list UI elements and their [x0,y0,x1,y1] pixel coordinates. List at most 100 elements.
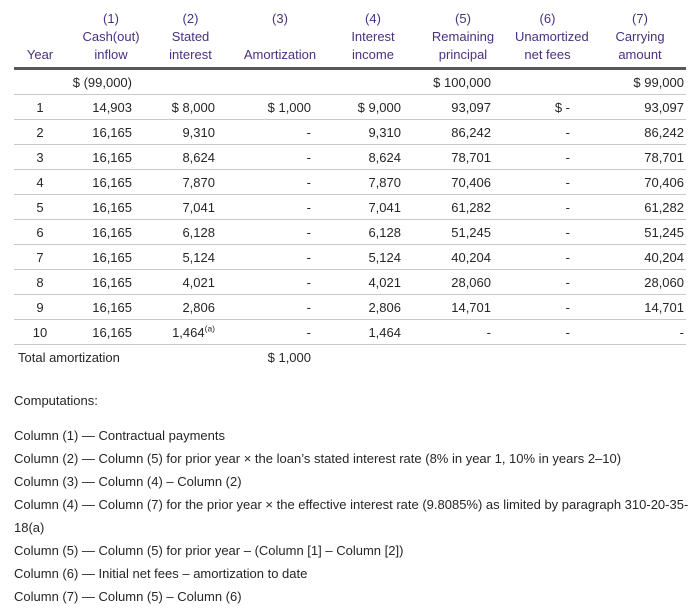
table-row-total: Total amortization $ 1,000 [14,345,686,370]
total-amortization-value: $ 1,000 [267,350,311,365]
computation-line-4: Column (4) — Column (7) for the prior ye… [14,497,689,535]
cell-col4: $ 9,000 [357,100,401,115]
table-row-year-4: 4 16,165 7,870 - 7,870 70,406 - 70,406 [14,170,686,195]
cell-col6: - [565,125,570,140]
cell-col5: 51,245 [451,225,491,240]
cell-col7: $ 99,000 [633,75,684,90]
computation-line-7: Column (7) — Column (5) – Column (6) [14,589,242,604]
cell-col3: - [306,250,311,265]
cell-col5: 78,701 [451,150,491,165]
table-row-year-2: 2 16,165 9,310 - 9,310 86,242 - 86,242 [14,120,686,145]
cell-col6: - [565,150,570,165]
cell-col1: $ (99,000) [72,75,132,90]
cell-col4: 8,624 [368,150,401,165]
column-header-col5: (5) Remaining principal [431,11,495,62]
column-header-year: Year [26,47,54,62]
cell-col3 [225,69,321,95]
computation-line-1: Column (1) — Contractual payments [14,428,225,443]
cell-col6: - [565,250,570,265]
cell-col5: - [486,325,491,340]
footnote-marker: (a) [204,323,215,334]
cell-col1: 16,165 [92,150,132,165]
table-row-year-5: 5 16,165 7,041 - 7,041 61,282 - 61,282 [14,195,686,220]
cell-col3: - [306,300,311,315]
cell-col2: 1,464(a) [172,323,215,340]
table-row-initial: $ (99,000) $ 100,000 $ 99,000 [14,69,686,95]
computation-line-6: Column (6) — Initial net fees – amortiza… [14,566,308,581]
column-header-col4: (4) Interest income [351,11,395,62]
cell-col6: - [565,200,570,215]
cell-col4: 5,124 [368,250,401,265]
table-body: $ (99,000) $ 100,000 $ 99,000 1 14,903 $ 8,00… [14,69,686,370]
cell-col6: - [565,175,570,190]
cell-col7: 14,701 [644,300,684,315]
cell-year: 1 [36,100,44,115]
cell-col2: 4,021 [182,275,215,290]
cell-col7: 86,242 [644,125,684,140]
cell-col3: - [306,200,311,215]
cell-col5: 70,406 [451,175,491,190]
cell-col4: 6,128 [368,225,401,240]
cell-year: 3 [36,150,44,165]
cell-col7: 78,701 [644,150,684,165]
total-amortization-label: Total amortization [18,350,120,365]
column-header-col6: (6) Unamortized net fees [515,11,589,62]
cell-col5: 86,242 [451,125,491,140]
cell-col2: 7,041 [182,200,215,215]
computations-lines: Column (1) — Contractual payments Column … [14,424,694,608]
cell-col1: 16,165 [92,225,132,240]
table-row-year-1: 1 14,903 $ 8,000 $ 1,000 $ 9,000 93,097 $ - 93,… [14,95,686,120]
computation-line-3: Column (3) — Column (4) – Column (2) [14,474,242,489]
cell-col3: - [306,275,311,290]
cell-year: 5 [36,200,44,215]
computations-heading: Computations: [14,393,98,408]
cell-year: 2 [36,125,44,140]
cell-col4: 2,806 [368,300,401,315]
cell-col4: 4,021 [368,275,401,290]
cell-col1: 16,165 [92,250,132,265]
cell-col7: 40,204 [644,250,684,265]
cell-col3: - [306,125,311,140]
cell-col6: - [565,300,570,315]
cell-col5: 28,060 [451,275,491,290]
cell-year: 6 [36,225,44,240]
cell-col2: 9,310 [182,125,215,140]
computation-line-5: Column (5) — Column (5) for prior year –… [14,543,404,558]
cell-col1: 16,165 [92,275,132,290]
cell-col2: $ 8,000 [171,100,215,115]
cell-col6 [501,69,580,95]
cell-col1: 16,165 [92,325,132,340]
cell-col1: 16,165 [92,300,132,315]
cell-col5: 61,282 [451,200,491,215]
cell-col1: 16,165 [92,200,132,215]
cell-col2 [142,69,225,95]
cell-year: 4 [36,175,44,190]
table-header-row: Year (1) Cash(out) inflow (2) Stated interest (… [14,8,686,69]
cell-col2: 7,870 [182,175,215,190]
document-page: Year (1) Cash(out) inflow (2) Stated interest (… [14,8,700,609]
cell-year: 10 [32,325,48,340]
column-header-col2: (2) Stated interest [169,11,212,62]
computations-section: Computations: Column (1) — Contractual p… [14,389,694,609]
column-header-col3: (3) Amortization [243,11,317,62]
cell-col5: $ 100,000 [433,75,491,90]
cell-col6: - [565,325,570,340]
cell-col1: 14,903 [92,100,132,115]
cell-col2: 5,124 [182,250,215,265]
column-header-col1: (1) Cash(out) inflow [82,11,140,62]
cell-col5: 93,097 [451,100,491,115]
cell-col2: 2,806 [182,300,215,315]
cell-col3: - [306,325,311,340]
cell-col7: 51,245 [644,225,684,240]
cell-col4: 1,464 [368,325,401,340]
table-row-year-6: 6 16,165 6,128 - 6,128 51,245 - 51,245 [14,220,686,245]
table-row-year-10: 10 16,165 1,464(a) - 1,464 - - - [14,320,686,345]
table-row-year-3: 3 16,165 8,624 - 8,624 78,701 - 78,701 [14,145,686,170]
column-header-col7: (7) Carrying amount [615,11,665,62]
cell-col5: 14,701 [451,300,491,315]
cell-year: 9 [36,300,44,315]
cell-col7: 70,406 [644,175,684,190]
cell-year [14,69,66,95]
cell-col4 [321,69,411,95]
cell-col4: 7,870 [368,175,401,190]
